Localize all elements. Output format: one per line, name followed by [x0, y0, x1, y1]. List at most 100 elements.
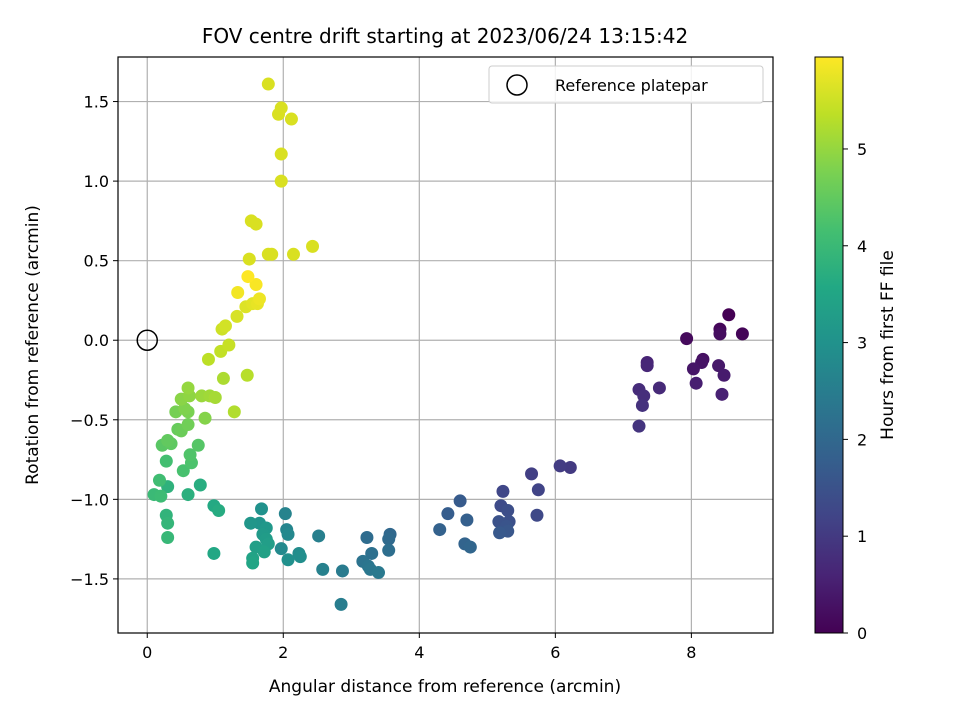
data-point: [198, 411, 212, 425]
data-point: [207, 546, 221, 560]
data-point: [281, 527, 295, 541]
data-point: [161, 433, 175, 447]
data-point: [284, 112, 298, 126]
chart-title: FOV centre drift starting at 2023/06/24 …: [202, 24, 688, 48]
data-point: [231, 285, 245, 299]
data-point: [208, 391, 222, 405]
data-point: [460, 513, 474, 527]
data-point: [365, 546, 379, 560]
data-point: [154, 489, 168, 503]
data-point: [496, 484, 510, 498]
plot-frame: [117, 56, 774, 634]
data-point: [274, 174, 288, 188]
data-point: [433, 523, 447, 537]
data-point: [382, 532, 396, 546]
colorbar-label: Hours from first FF file: [878, 250, 898, 440]
data-point: [176, 464, 190, 478]
y-tick-label: 1.5: [84, 93, 109, 112]
data-point: [244, 516, 258, 530]
data-point: [689, 376, 703, 390]
data-point: [493, 526, 507, 540]
data-point: [293, 550, 307, 564]
data-point: [191, 438, 205, 452]
data-point: [453, 494, 467, 508]
colorbar-tick-label: 4: [857, 237, 867, 256]
data-point: [335, 564, 349, 578]
legend-marker: [506, 74, 528, 96]
data-point: [201, 352, 215, 366]
colorbar-tick-label: 0: [857, 624, 867, 643]
data-point: [241, 270, 255, 284]
x-tick-label: 0: [142, 643, 152, 662]
data-point: [161, 531, 175, 545]
y-tick-label: −0.5: [70, 411, 109, 430]
colorbar-tick-label: 5: [857, 140, 867, 159]
data-point: [686, 362, 700, 376]
data-point: [441, 507, 455, 521]
data-point: [286, 247, 300, 261]
colorbar-tick-label: 1: [857, 527, 867, 546]
data-point: [501, 503, 515, 517]
y-tick-label: 0.5: [84, 252, 109, 271]
data-point: [281, 553, 295, 567]
data-point: [240, 368, 254, 382]
data-point: [632, 419, 646, 433]
data-point: [274, 542, 288, 556]
data-point: [255, 502, 269, 516]
x-axis-label: Angular distance from reference (arcmin): [269, 677, 621, 697]
data-point: [680, 332, 694, 346]
data-point: [372, 566, 386, 580]
data-point: [635, 398, 649, 412]
data-point: [212, 503, 226, 517]
data-point: [257, 545, 271, 559]
colorbar-tick-label: 3: [857, 334, 867, 353]
data-point: [274, 147, 288, 161]
data-point: [715, 387, 729, 401]
y-tick-label: −1.5: [70, 570, 109, 589]
x-axis-ticks: 0 2 4 6 8: [142, 633, 696, 662]
data-point: [159, 454, 173, 468]
data-point: [553, 459, 567, 473]
data-point: [227, 405, 241, 419]
data-point: [265, 247, 279, 261]
data-point: [717, 368, 731, 382]
data-point: [181, 488, 195, 502]
x-tick-label: 8: [686, 643, 696, 662]
data-point: [531, 483, 545, 497]
data-point: [563, 461, 577, 475]
legend-entry-reference: Reference platepar: [555, 76, 708, 95]
data-point: [181, 381, 195, 395]
data-point: [637, 389, 651, 403]
data-point: [334, 597, 348, 611]
y-axis-ticks: −1.5 −1.0 −0.5 0.0 0.5 1.0 1.5: [70, 93, 118, 589]
data-point: [306, 239, 320, 253]
data-point: [242, 252, 256, 266]
data-point: [312, 529, 326, 543]
colorbar-gradient: [814, 56, 844, 634]
colorbar: 0 1 2 3 4 5 Hours from first FF file: [814, 56, 898, 643]
data-point: [382, 543, 396, 557]
data-point: [181, 418, 195, 432]
data-point: [161, 516, 175, 530]
data-point: [249, 217, 263, 231]
data-point: [252, 292, 266, 306]
data-point: [316, 562, 330, 576]
data-points: [147, 77, 749, 611]
y-tick-label: 1.0: [84, 172, 109, 191]
reference-point: [136, 329, 158, 351]
colorbar-tick-label: 2: [857, 430, 867, 449]
data-point: [249, 278, 263, 292]
data-point: [216, 371, 230, 385]
grid-lines: [118, 57, 773, 633]
x-tick-label: 2: [278, 643, 288, 662]
y-tick-label: 0.0: [84, 331, 109, 350]
data-point: [722, 308, 736, 322]
data-point: [152, 473, 166, 487]
colorbar-ticks: 0 1 2 3 4 5: [843, 140, 867, 643]
legend-box: [488, 65, 764, 104]
data-point: [530, 508, 544, 522]
data-point: [183, 448, 197, 462]
data-point: [278, 507, 292, 521]
data-point: [274, 101, 288, 115]
